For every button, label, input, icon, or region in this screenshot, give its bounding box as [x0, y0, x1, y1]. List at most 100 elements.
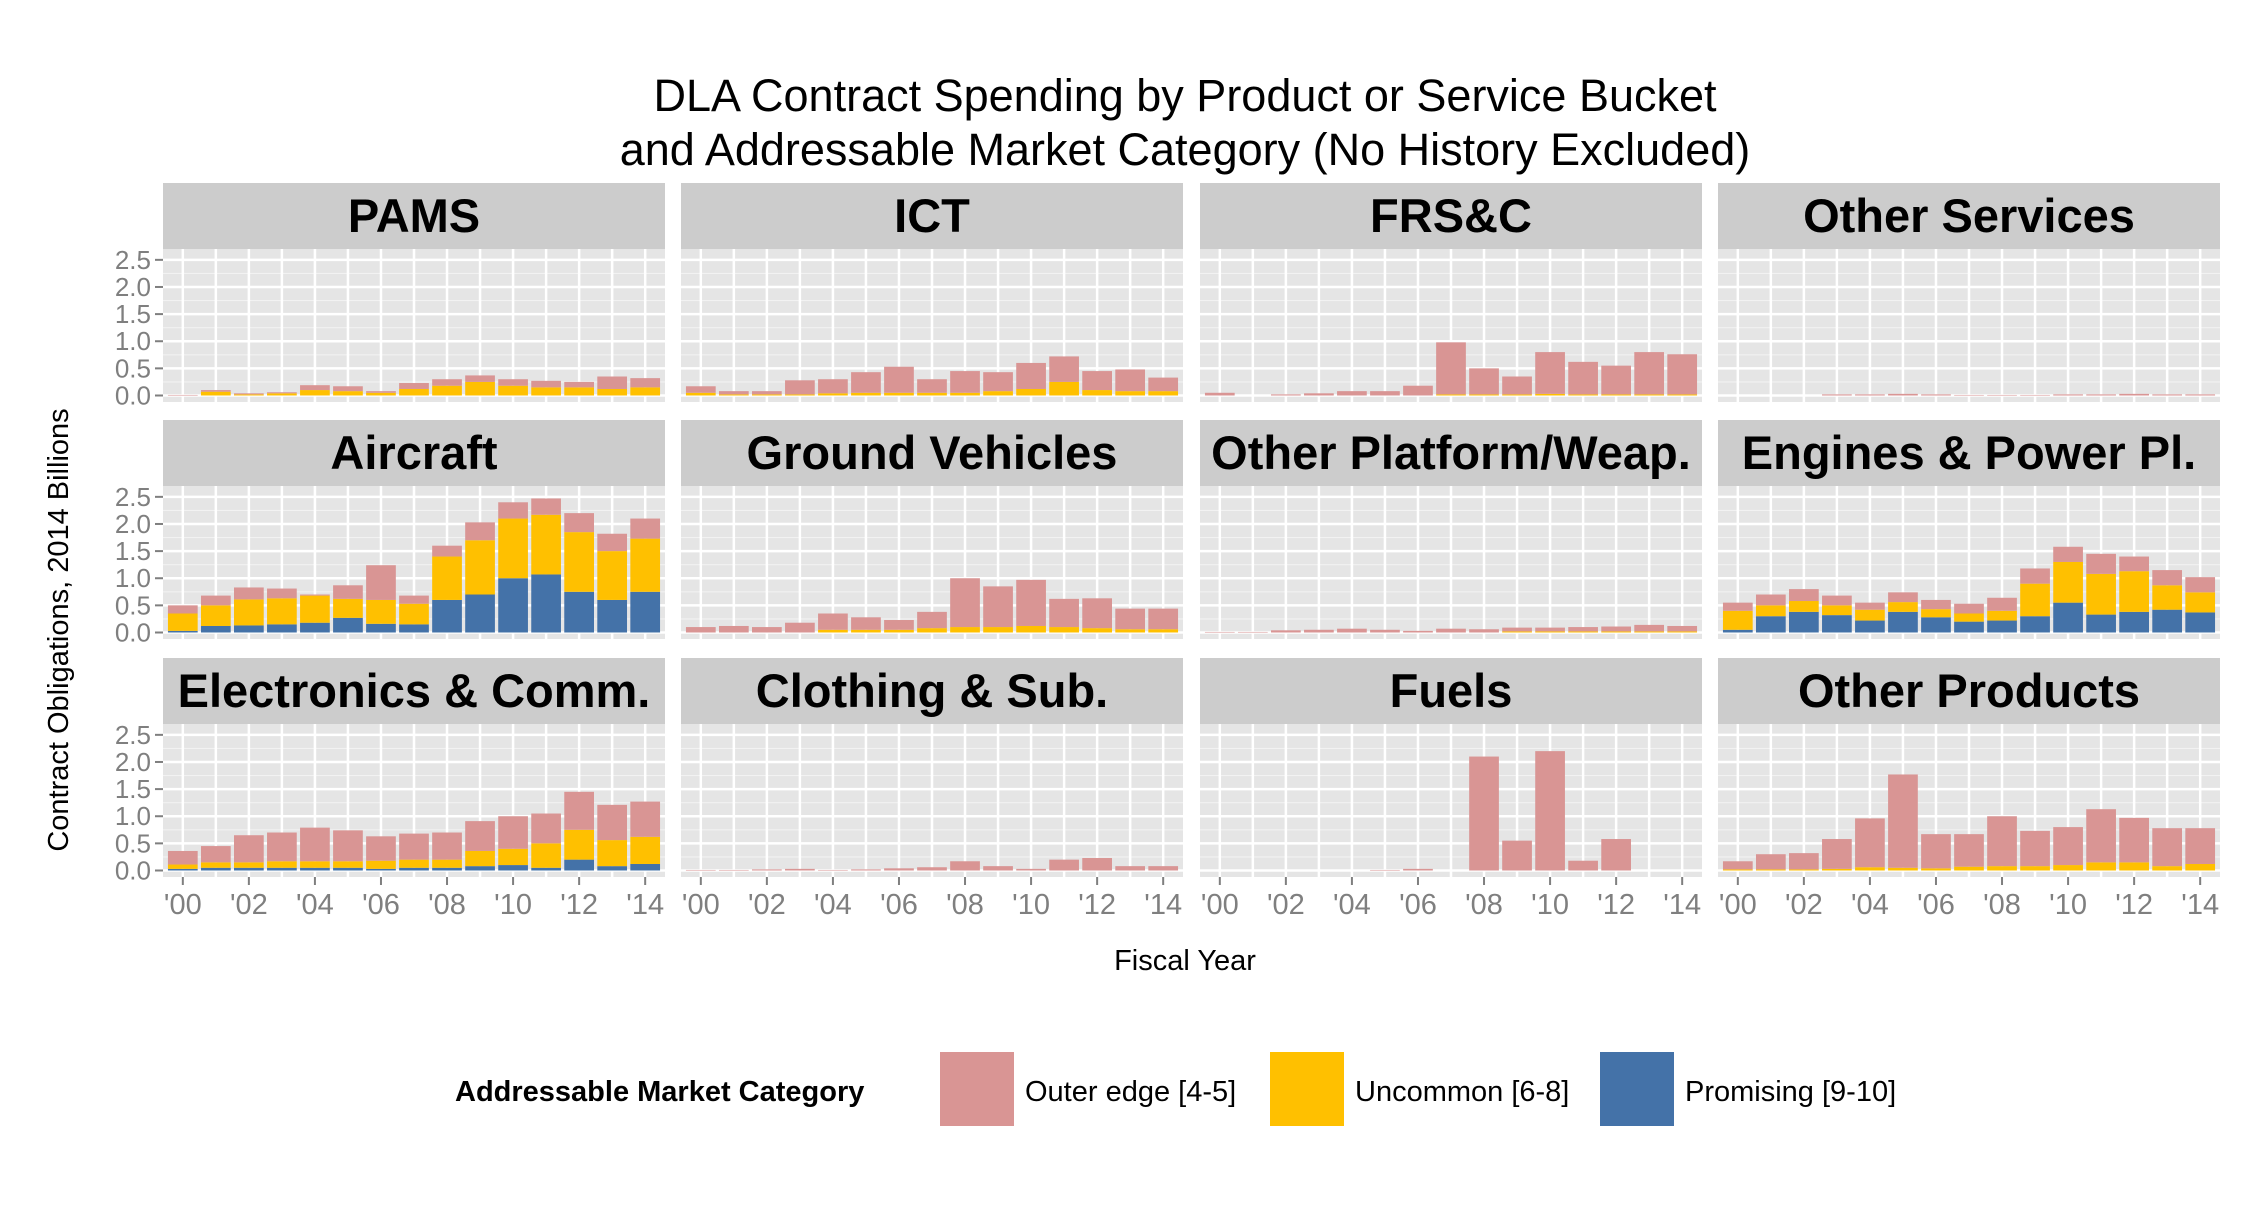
- bar-segment-promising: [167, 868, 198, 871]
- bar-segment-outer: [884, 366, 914, 393]
- bar-segment-outer: [267, 832, 297, 862]
- bar-segment-uncommon: [2185, 592, 2216, 613]
- y-tick-label: 1.0: [115, 801, 151, 831]
- bar-segment-outer: [1789, 853, 1819, 870]
- bar-segment-outer: [1436, 342, 1466, 395]
- bar-segment-outer: [366, 836, 396, 861]
- bar-segment-outer: [167, 850, 198, 865]
- bar-segment-uncommon: [2020, 866, 2050, 871]
- x-tick-label: '08: [428, 889, 466, 921]
- bar-segment-outer: [2152, 828, 2183, 867]
- bar-segment-promising: [300, 622, 330, 633]
- bar-segment-uncommon: [1789, 869, 1819, 871]
- legend-swatch: [940, 1052, 1014, 1126]
- y-tick-label: 2.5: [115, 245, 151, 275]
- x-tick-label: '14: [1663, 889, 1701, 921]
- bar-segment-outer: [1016, 868, 1046, 871]
- bar-segment-promising: [1755, 616, 1786, 633]
- bar-segment-uncommon: [1601, 631, 1631, 633]
- bar-segment-uncommon: [2053, 865, 2083, 871]
- bar-segment-uncommon: [1148, 391, 1179, 396]
- bar-segment-outer: [1115, 866, 1146, 871]
- bar-segment-uncommon: [200, 862, 231, 868]
- bar-segment-outer: [1115, 608, 1146, 630]
- bar-segment-outer: [818, 379, 848, 394]
- bar-segment-promising: [366, 868, 396, 871]
- legend-swatch: [1600, 1052, 1674, 1126]
- bar-segment-uncommon: [1502, 631, 1532, 633]
- bar-segment-uncommon: [399, 388, 429, 396]
- bar-segment-outer: [1469, 756, 1499, 871]
- bar-segment-uncommon: [752, 394, 782, 396]
- bar-segment-outer: [685, 869, 716, 871]
- bar-segment-uncommon: [1822, 605, 1852, 616]
- bar-segment-uncommon: [884, 629, 914, 633]
- bar-segment-outer: [1954, 834, 1984, 867]
- x-tick-label: '08: [1983, 889, 2021, 921]
- bar-segment-uncommon: [1601, 394, 1631, 396]
- legend-label: Uncommon [6-8]: [1355, 1076, 1569, 1108]
- bar-segment-uncommon: [333, 391, 363, 396]
- bar-segment-outer: [200, 846, 231, 863]
- bar-segment-outer: [917, 379, 947, 393]
- bar-segment-outer: [2119, 817, 2149, 863]
- bar-segment-outer: [531, 813, 561, 844]
- bar-segment-outer: [851, 869, 881, 871]
- bar-segment-uncommon: [366, 599, 396, 624]
- bar-segment-outer: [597, 376, 628, 389]
- bar-segment-uncommon: [2020, 583, 2050, 617]
- bar-segment-outer: [1921, 599, 1951, 610]
- bar-segment-uncommon: [2086, 862, 2116, 871]
- bar-segment-outer: [630, 801, 661, 837]
- bar-segment-uncommon: [597, 388, 628, 396]
- bar-segment-promising: [234, 867, 264, 871]
- bar-segment-outer: [785, 622, 815, 633]
- bar-segment-promising: [564, 591, 594, 633]
- bar-segment-uncommon: [1855, 867, 1885, 871]
- x-tick-label: '02: [1267, 889, 1305, 921]
- bar-segment-uncommon: [167, 613, 198, 631]
- x-tick-label: '12: [1597, 889, 1635, 921]
- bar-segment-promising: [1888, 611, 1918, 633]
- x-tick-label: '06: [1399, 889, 1437, 921]
- facet-title: Ground Vehicles: [747, 426, 1118, 479]
- bar-segment-outer: [1888, 393, 1918, 396]
- bar-segment-uncommon: [818, 629, 848, 633]
- x-tick-label: '04: [1851, 889, 1889, 921]
- bar-segment-promising: [465, 594, 495, 633]
- bar-segment-promising: [498, 865, 528, 871]
- bar-segment-uncommon: [1667, 394, 1698, 396]
- bar-segment-promising: [200, 625, 231, 633]
- y-tick-label: 1.5: [115, 536, 151, 566]
- bar-segment-uncommon: [333, 861, 363, 868]
- bar-segment-promising: [267, 867, 297, 871]
- y-tick-label: 1.0: [115, 326, 151, 356]
- bar-segment-outer: [200, 390, 231, 392]
- bar-segment-promising: [234, 625, 264, 633]
- bar-segment-outer: [2185, 828, 2216, 864]
- bar-segment-outer: [1403, 385, 1433, 396]
- bar-segment-outer: [950, 371, 980, 393]
- bar-segment-outer: [1535, 352, 1565, 394]
- bar-segment-outer: [2020, 830, 2050, 867]
- x-tick-label: '00: [164, 889, 202, 921]
- bar-segment-uncommon: [1568, 394, 1598, 396]
- facet-title: Engines & Power Pl.: [1742, 426, 2196, 479]
- x-tick-label: '00: [1201, 889, 1239, 921]
- bar-segment-outer: [234, 587, 264, 600]
- bar-segment-outer: [818, 869, 848, 871]
- bar-segment-uncommon: [267, 393, 297, 396]
- bar-segment-uncommon: [1954, 866, 1984, 871]
- bar-segment-outer: [1888, 774, 1918, 868]
- bar-segment-outer: [267, 588, 297, 599]
- bar-segment-outer: [465, 821, 495, 851]
- bar-segment-uncommon: [851, 629, 881, 633]
- bar-segment-outer: [300, 594, 330, 596]
- bar-segment-promising: [432, 599, 462, 633]
- bar-segment-uncommon: [1634, 394, 1665, 396]
- bar-segment-uncommon: [597, 551, 628, 600]
- bar-segment-promising: [366, 623, 396, 633]
- bar-segment-uncommon: [267, 861, 297, 868]
- bar-segment-outer: [366, 391, 396, 393]
- facet-strip: [1200, 183, 1702, 249]
